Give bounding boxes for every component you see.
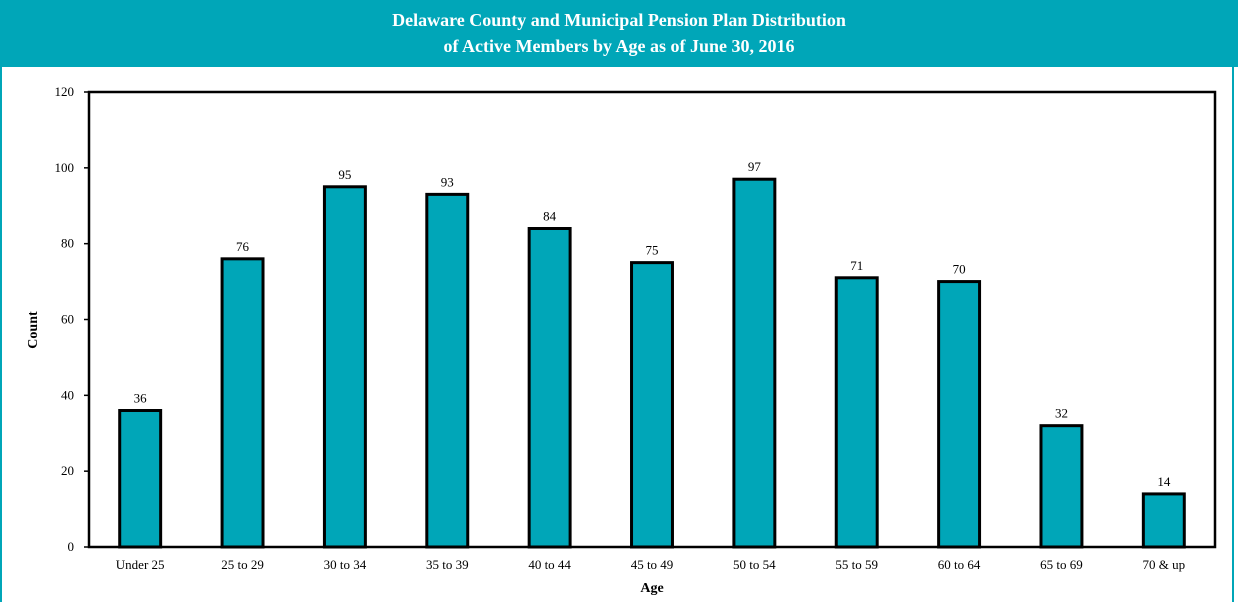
bar	[630, 261, 674, 549]
bar	[527, 227, 572, 549]
data-label: 84	[543, 209, 557, 224]
y-tick-label: 100	[55, 160, 75, 175]
data-labels: 36 76 95 93 84 75 97 71 70 32 14	[134, 159, 1171, 489]
data-label: 14	[1157, 474, 1171, 489]
x-tick-label: 25 to 29	[221, 557, 264, 572]
y-tick-label: 40	[61, 387, 74, 402]
data-label: 71	[850, 258, 863, 273]
bar	[322, 185, 367, 549]
chart-title: Delaware County and Municipal Pension Pl…	[392, 10, 846, 30]
x-tick-label: 50 to 54	[733, 557, 776, 572]
data-label: 97	[748, 159, 762, 174]
bar	[1141, 492, 1186, 549]
y-tick-label: 120	[55, 84, 75, 99]
title-bar: Delaware County and Municipal Pension Pl…	[0, 0, 1238, 67]
data-label: 36	[134, 391, 148, 406]
bar	[425, 192, 470, 549]
y-axis-ticks: 0 20 40 60 80 100 120	[55, 84, 89, 554]
x-axis-ticks: Under 25 25 to 29 30 to 34 35 to 39 40 to 44…	[116, 557, 1185, 572]
x-tick-label: 40 to 44	[528, 557, 571, 572]
bar	[732, 177, 777, 549]
data-label: 95	[338, 167, 351, 182]
chart-subtitle: of Active Members by Age as of June 30, …	[443, 36, 795, 56]
x-tick-label: 60 to 64	[938, 557, 981, 572]
x-axis-title: Age	[640, 581, 663, 596]
bar	[937, 280, 982, 549]
data-label: 32	[1055, 406, 1068, 421]
x-tick-label: Under 25	[116, 557, 165, 572]
x-tick-label: 70 & up	[1143, 557, 1186, 572]
y-tick-label: 80	[61, 236, 74, 251]
bars	[118, 177, 1186, 549]
y-tick-label: 60	[61, 312, 74, 327]
y-tick-label: 0	[68, 539, 75, 554]
x-tick-label: 55 to 59	[835, 557, 878, 572]
data-label: 93	[441, 174, 454, 189]
x-tick-label: 45 to 49	[631, 557, 674, 572]
bar	[220, 257, 265, 549]
bar	[118, 409, 163, 549]
y-axis-title: Count	[26, 311, 41, 349]
bar	[1039, 424, 1084, 549]
y-tick-label: 20	[61, 463, 74, 478]
bar	[834, 276, 879, 549]
x-tick-label: 35 to 39	[426, 557, 469, 572]
data-label: 76	[236, 239, 250, 254]
data-label: 75	[646, 243, 659, 258]
x-tick-label: 30 to 34	[324, 557, 367, 572]
data-label: 70	[953, 262, 966, 277]
x-tick-label: 65 to 69	[1040, 557, 1083, 572]
